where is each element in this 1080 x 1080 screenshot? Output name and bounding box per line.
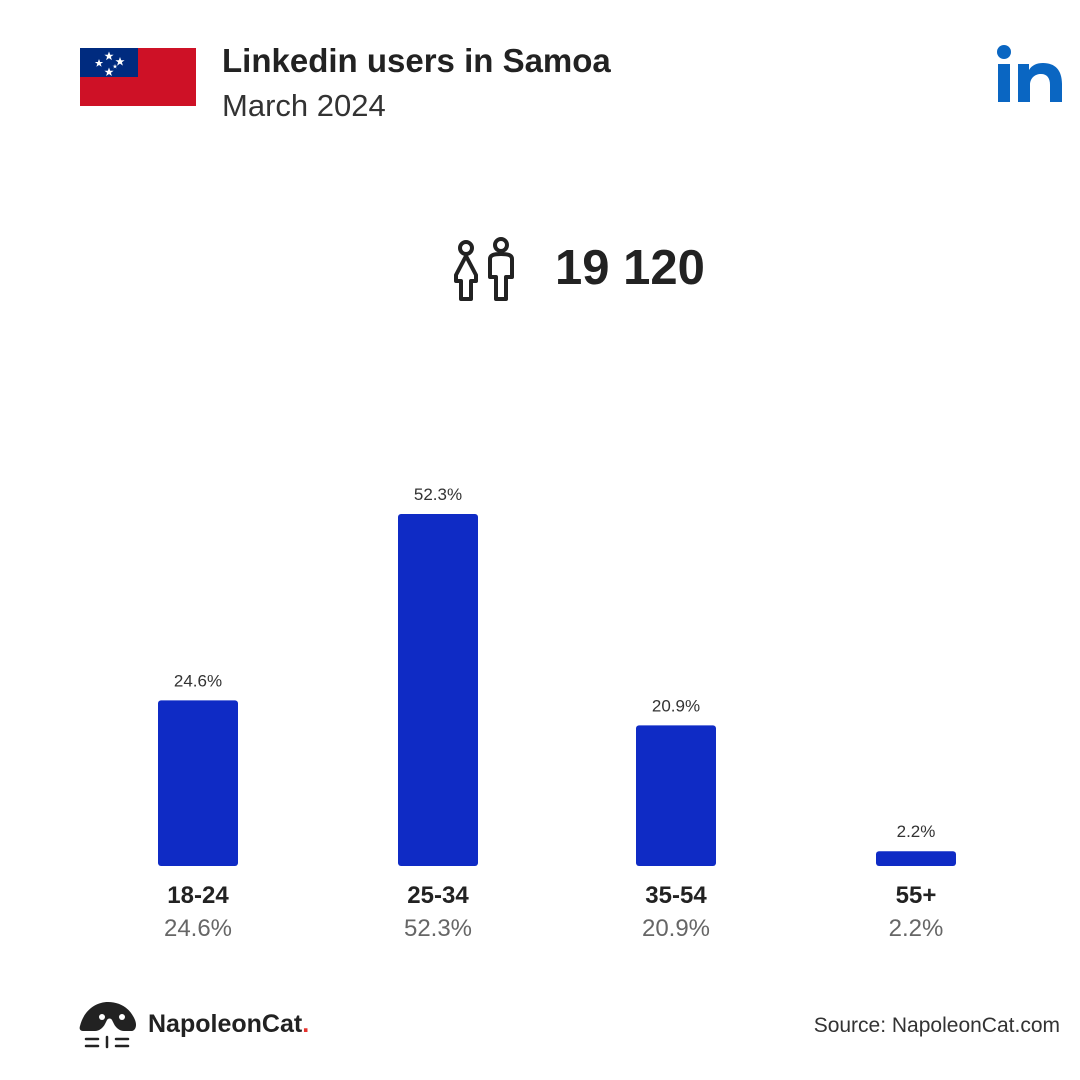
bar-55+ [876,851,956,866]
bar-value-label: 52.3% [414,485,462,504]
total-users-count: 19 120 [555,241,705,295]
napoleoncat-logo-icon [79,1002,136,1049]
bar-value-label: 24.6% [174,671,222,690]
footer-brand-dot: . [302,1010,310,1038]
samoa-flag-icon [80,48,196,106]
bar-value-label: 20.9% [652,696,700,715]
bar-25-34 [398,514,478,866]
category-label: 18-24 [167,882,229,909]
page-subtitle: March 2024 [222,88,386,123]
category-label: 55+ [895,882,937,909]
bar-18-24 [158,700,238,866]
bar-35-54 [636,725,716,866]
footer-brand-name: NapoleonCat. [148,1010,309,1039]
page-title: Linkedin users in Samoa [222,42,611,79]
category-label: 35-54 [645,882,707,909]
people-icon [454,237,514,301]
bar-value-label: 2.2% [897,822,936,841]
footer-brand-text: NapoleonCat [148,1010,303,1038]
source-credit: Source: NapoleonCat.com [813,1014,1060,1037]
category-percent-label: 52.3% [403,915,473,942]
category-percent-label: 24.6% [163,915,233,942]
category-percent-label: 20.9% [641,915,711,942]
age-bar-chart: 24.6% 52.3% 20.9% 2.2% [158,485,956,866]
category-label: 25-34 [407,882,469,909]
linkedin-logo-icon [997,45,1062,102]
category-percent-label: 2.2% [888,915,944,942]
